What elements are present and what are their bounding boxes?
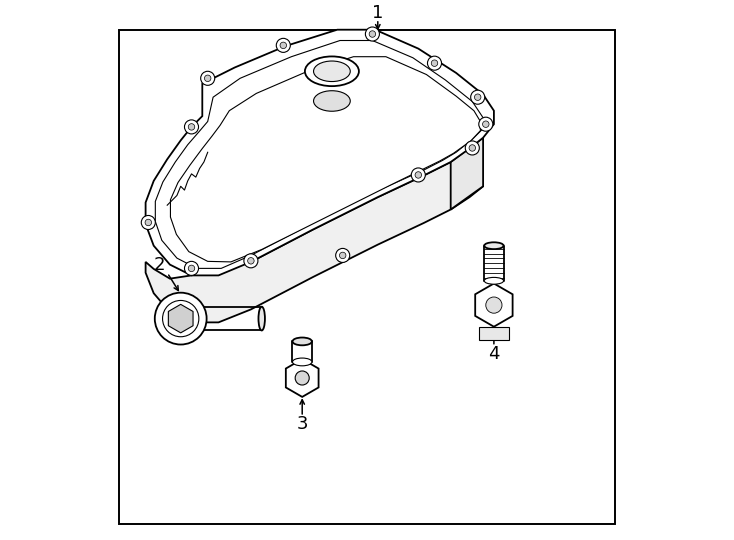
Circle shape [205,75,211,82]
Circle shape [247,258,254,264]
Ellipse shape [292,358,312,366]
Text: 2: 2 [153,255,165,274]
Circle shape [200,71,215,85]
Circle shape [469,145,476,151]
Circle shape [411,168,425,182]
Ellipse shape [313,91,350,111]
FancyBboxPatch shape [119,30,615,524]
Ellipse shape [313,61,350,82]
Circle shape [369,31,376,37]
Ellipse shape [162,300,199,337]
Circle shape [188,265,195,272]
Polygon shape [145,138,483,322]
Circle shape [465,141,479,155]
Ellipse shape [484,242,504,249]
Text: 3: 3 [297,415,308,433]
Text: 4: 4 [488,345,500,363]
Circle shape [339,252,346,259]
Circle shape [335,248,349,262]
Circle shape [486,297,502,313]
Circle shape [474,94,481,100]
Circle shape [184,120,198,134]
Polygon shape [286,359,319,397]
Circle shape [295,371,309,385]
Circle shape [470,90,484,104]
Circle shape [145,219,151,226]
Polygon shape [145,30,494,275]
Circle shape [280,42,286,49]
Circle shape [427,56,442,70]
Polygon shape [156,40,483,268]
Ellipse shape [258,307,265,330]
Ellipse shape [484,278,504,284]
FancyBboxPatch shape [479,327,509,340]
Circle shape [432,60,437,66]
Polygon shape [451,138,483,210]
Circle shape [482,121,489,127]
Circle shape [479,117,493,131]
Ellipse shape [305,56,359,86]
Text: 1: 1 [372,4,383,23]
Circle shape [244,254,258,268]
Polygon shape [168,305,193,333]
Circle shape [276,38,291,52]
Circle shape [366,27,379,41]
Circle shape [415,172,421,178]
Polygon shape [170,57,480,262]
Ellipse shape [155,293,206,345]
Circle shape [141,215,156,230]
Ellipse shape [292,338,312,345]
Circle shape [184,261,198,275]
Polygon shape [475,284,512,327]
Circle shape [188,124,195,130]
